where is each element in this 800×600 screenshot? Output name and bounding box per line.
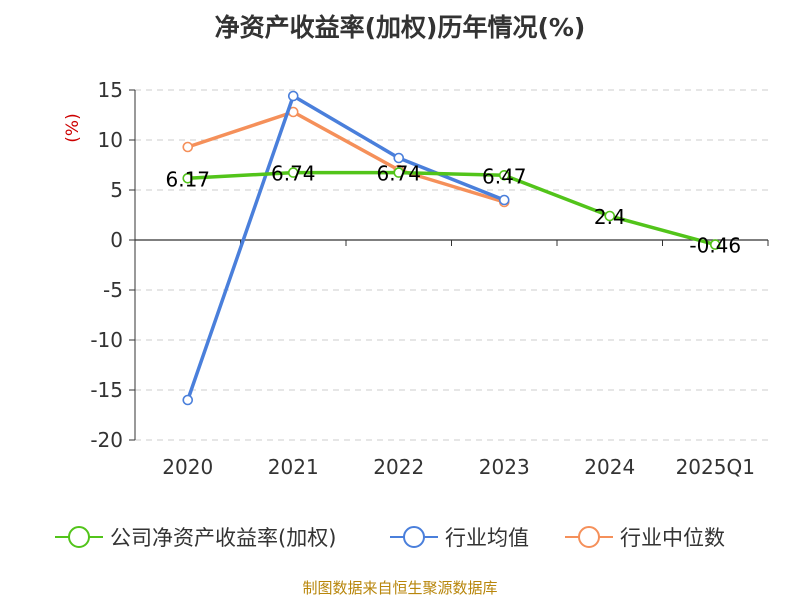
y-tick-label: -15 [90, 378, 123, 402]
data-point[interactable] [498, 170, 510, 181]
data-point[interactable] [709, 239, 721, 250]
legend-swatch-marker [68, 526, 90, 548]
y-axis-label: (%) [63, 113, 83, 142]
x-tick-label: 2024 [584, 455, 635, 479]
data-point[interactable] [393, 167, 405, 178]
series-line-2 [187, 110, 505, 204]
legend-label[interactable]: 行业中位数 [620, 526, 725, 550]
legend-label[interactable]: 行业均值 [445, 526, 529, 550]
x-tick-label: 2022 [373, 455, 424, 479]
data-label: 6.47 [482, 164, 527, 188]
data-label: 2.4 [594, 205, 626, 229]
data-point[interactable] [498, 194, 510, 206]
data-label: 6.74 [271, 162, 316, 186]
data-point[interactable] [287, 167, 299, 178]
legend-swatch-marker [403, 526, 425, 548]
y-tick-label: -10 [90, 328, 123, 352]
data-point[interactable] [393, 152, 405, 164]
y-tick-label: 10 [98, 128, 123, 152]
data-label: 6.17 [165, 167, 210, 191]
chart-title: 净资产收益率(加权)历年情况(%) [215, 13, 586, 42]
y-tick-label: -5 [103, 278, 123, 302]
x-tick-label: 2023 [479, 455, 530, 479]
y-tick-label: -20 [90, 428, 123, 452]
series-line-0 [187, 170, 716, 247]
source-note: 制图数据来自恒生聚源数据库 [302, 579, 497, 597]
data-label: -0.46 [689, 234, 741, 258]
data-point[interactable] [287, 90, 299, 102]
legend-label[interactable]: 公司净资产收益率(加权) [110, 526, 336, 550]
data-point[interactable] [182, 141, 194, 153]
legend-swatch-marker [578, 526, 600, 548]
y-tick-label: 5 [110, 178, 123, 202]
series-line-1 [186, 94, 505, 401]
x-tick-label: 2025Q1 [676, 455, 755, 479]
x-tick-label: 2021 [268, 455, 319, 479]
y-tick-label: 15 [98, 78, 123, 102]
y-tick-label: 0 [110, 228, 123, 252]
x-tick-label: 2020 [162, 455, 213, 479]
data-point[interactable] [604, 210, 616, 222]
data-label: 6.74 [376, 162, 421, 186]
data-point[interactable] [182, 394, 194, 406]
data-point[interactable] [182, 173, 194, 184]
